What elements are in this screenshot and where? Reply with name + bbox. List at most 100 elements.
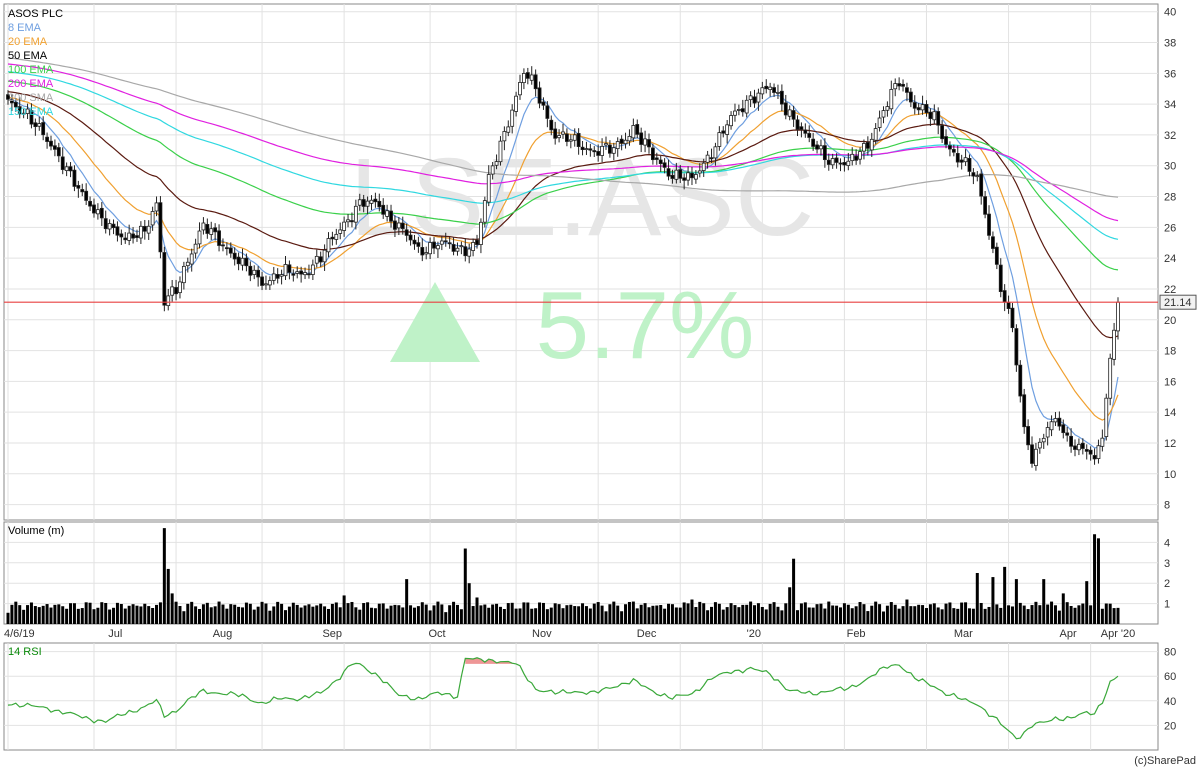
candle-body bbox=[1112, 329, 1116, 360]
volume-bar bbox=[112, 607, 116, 624]
volume-bar bbox=[65, 608, 69, 624]
volume-bar bbox=[18, 605, 22, 624]
candle-body bbox=[733, 110, 737, 116]
volume-bar bbox=[991, 577, 995, 624]
volume-bar bbox=[166, 568, 170, 624]
candle-body bbox=[420, 247, 425, 256]
volume-bar bbox=[225, 608, 229, 624]
volume-bar bbox=[393, 604, 397, 624]
volume-bar bbox=[749, 601, 753, 624]
candle-body bbox=[920, 104, 925, 111]
candle-body bbox=[1088, 449, 1093, 455]
volume-bar bbox=[33, 606, 37, 624]
candle-body bbox=[1100, 437, 1105, 447]
volume-bar bbox=[733, 605, 737, 624]
volume-bar bbox=[842, 603, 846, 624]
volume-bar bbox=[311, 606, 315, 624]
x-tick-label: Aug bbox=[213, 628, 233, 640]
candle-body bbox=[912, 102, 917, 109]
volume-bar bbox=[346, 603, 350, 624]
volume-bar bbox=[710, 606, 714, 624]
candle-body bbox=[1049, 421, 1054, 431]
candle-body bbox=[447, 242, 452, 245]
candle-body bbox=[1073, 445, 1077, 450]
watermark-up-arrow-icon bbox=[390, 282, 480, 362]
x-tick-label: 4/6/19 bbox=[4, 628, 35, 640]
volume-bar bbox=[61, 606, 65, 624]
chart-title: ASOS PLC bbox=[8, 8, 63, 20]
candle-body bbox=[146, 225, 151, 234]
candle-body bbox=[185, 261, 190, 267]
candle-body bbox=[244, 257, 249, 267]
candle-body bbox=[987, 213, 991, 236]
volume-bar bbox=[10, 604, 14, 624]
candle-body bbox=[21, 112, 26, 115]
volume-bar bbox=[725, 607, 729, 624]
candle-body bbox=[948, 145, 952, 150]
legend-ema50: 50 EMA bbox=[8, 50, 48, 62]
x-tick-label: Sep bbox=[322, 628, 342, 640]
candle-body bbox=[615, 141, 620, 150]
candles bbox=[6, 66, 1120, 471]
candle-body bbox=[975, 175, 980, 178]
candle-body bbox=[463, 246, 468, 257]
candle-body bbox=[80, 189, 85, 193]
candle-body bbox=[350, 220, 354, 223]
candle-body bbox=[369, 199, 374, 204]
volume-bar bbox=[819, 603, 823, 624]
candle-body bbox=[342, 221, 347, 231]
volume-bar bbox=[1081, 603, 1085, 624]
candle-body bbox=[897, 83, 902, 87]
candle-body bbox=[283, 264, 288, 277]
volume-bar bbox=[1053, 605, 1057, 624]
candle-body bbox=[1041, 437, 1046, 443]
volume-bar bbox=[498, 606, 502, 624]
legend-ema8: 8 EMA bbox=[8, 22, 42, 34]
candle-body bbox=[502, 131, 507, 142]
volume-bar bbox=[37, 607, 41, 624]
volume-bar bbox=[108, 609, 112, 624]
volume-bar bbox=[389, 605, 393, 624]
candle-body bbox=[107, 223, 112, 230]
volume-bar bbox=[323, 606, 327, 624]
volume-bar bbox=[557, 604, 561, 624]
volume-bar bbox=[690, 599, 694, 624]
candle-body bbox=[346, 219, 350, 223]
volume-bar bbox=[186, 603, 190, 624]
price-y-tick-label: 30 bbox=[1164, 161, 1176, 173]
volume-bar bbox=[827, 601, 831, 624]
volume-bar bbox=[764, 609, 768, 624]
volume-bar bbox=[768, 603, 772, 624]
candle-body bbox=[666, 168, 671, 177]
volume-bar bbox=[475, 597, 479, 624]
candle-body bbox=[248, 265, 253, 276]
candle-body bbox=[138, 225, 143, 239]
candle-body bbox=[811, 138, 816, 147]
volume-bar bbox=[295, 604, 299, 624]
volume-bar bbox=[901, 606, 905, 624]
volume-bar bbox=[92, 609, 96, 624]
volume-bar bbox=[741, 604, 745, 624]
candle-body bbox=[889, 89, 894, 110]
volume-bar bbox=[1010, 606, 1014, 624]
candle-body bbox=[1002, 290, 1007, 303]
volume-bar bbox=[256, 606, 260, 624]
candle-body bbox=[252, 269, 257, 275]
volume-bar bbox=[526, 602, 530, 624]
candle-body bbox=[858, 151, 862, 160]
candle-body bbox=[795, 119, 800, 130]
candle-body bbox=[619, 138, 624, 144]
volume-bar bbox=[588, 608, 592, 624]
volume-bar bbox=[284, 610, 287, 624]
volume-bar bbox=[608, 604, 612, 624]
volume-bar bbox=[663, 608, 667, 624]
candle-body bbox=[928, 111, 933, 119]
candle-body bbox=[1030, 444, 1034, 464]
volume-bar bbox=[971, 608, 975, 624]
candle-body bbox=[197, 230, 202, 245]
volume-bar bbox=[862, 604, 866, 624]
volume-bar bbox=[737, 607, 741, 624]
candle-body bbox=[267, 280, 272, 286]
volume-bar bbox=[483, 604, 487, 624]
sma200-line bbox=[7, 57, 1119, 198]
